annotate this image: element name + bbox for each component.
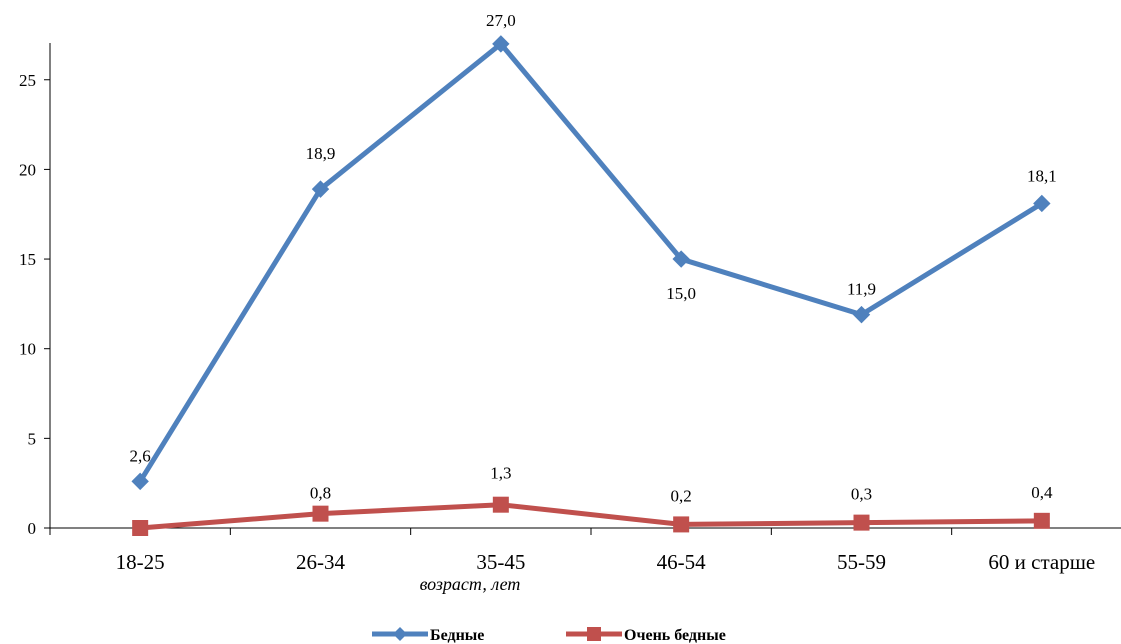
data-label: 1,3: [490, 464, 511, 483]
x-axis-label: возраст, лет: [420, 574, 521, 594]
data-label: 0,8: [310, 484, 331, 503]
x-tick-label: 46-54: [657, 550, 706, 574]
series-line-2: [139, 502, 1042, 531]
legend-item-1: Бедные: [372, 627, 484, 644]
data-label: 0,3: [851, 485, 872, 504]
data-label: 27,0: [486, 11, 516, 30]
y-tick-label: 15: [19, 250, 36, 269]
data-point: [132, 520, 149, 536]
y-tick-label: 5: [28, 429, 37, 448]
data-label: 11,9: [847, 280, 876, 299]
legend-item-2: Очень бедные: [566, 627, 726, 644]
legend-label: Очень бедные: [624, 627, 726, 644]
x-tick-label: 35-45: [476, 550, 525, 574]
x-tick-label: 26-34: [296, 550, 345, 574]
y-axis-ticks: 0 5 10 15 20 25: [19, 71, 50, 538]
data-point: [492, 35, 510, 53]
data-point: [311, 180, 330, 198]
legend: Бедные Очень бедные: [372, 627, 726, 644]
legend-label: Бедные: [430, 627, 484, 644]
legend-marker: [393, 627, 407, 641]
data-point: [1033, 194, 1051, 213]
data-point: [492, 496, 509, 513]
y-tick-label: 20: [19, 160, 36, 179]
data-label: 0,2: [671, 486, 692, 505]
y-tick-label: 0: [28, 519, 37, 538]
axes: [49, 43, 1121, 534]
data-labels: 2,6 18,9 27,0 15,0 11,9 18,1 0,8 1,3 0,2 0,3 0,4: [130, 11, 1057, 506]
x-axis-ticks: 18-25 26-34 35-45 46-54 55-59 60 и старше: [49, 528, 1095, 574]
data-point: [131, 472, 149, 491]
series-layer: [131, 35, 1051, 536]
data-label: 15,0: [666, 284, 696, 303]
data-point: [1033, 512, 1050, 529]
y-tick-label: 25: [19, 71, 36, 90]
data-point: [672, 250, 690, 268]
y-tick-label: 10: [19, 340, 36, 359]
data-point: [312, 505, 329, 522]
data-point: [853, 514, 870, 531]
data-label: 0,4: [1031, 483, 1053, 502]
series-line-1: [138, 41, 1044, 483]
x-tick-label: 18-25: [116, 550, 165, 574]
legend-marker: [587, 627, 601, 641]
data-label: 18,1: [1027, 166, 1057, 185]
data-point: [852, 305, 871, 324]
data-label: 18,9: [306, 144, 336, 163]
x-tick-label: 60 и старше: [988, 550, 1095, 574]
x-tick-label: 55-59: [837, 550, 886, 574]
data-label: 2,6: [130, 446, 151, 465]
data-point: [673, 516, 690, 533]
